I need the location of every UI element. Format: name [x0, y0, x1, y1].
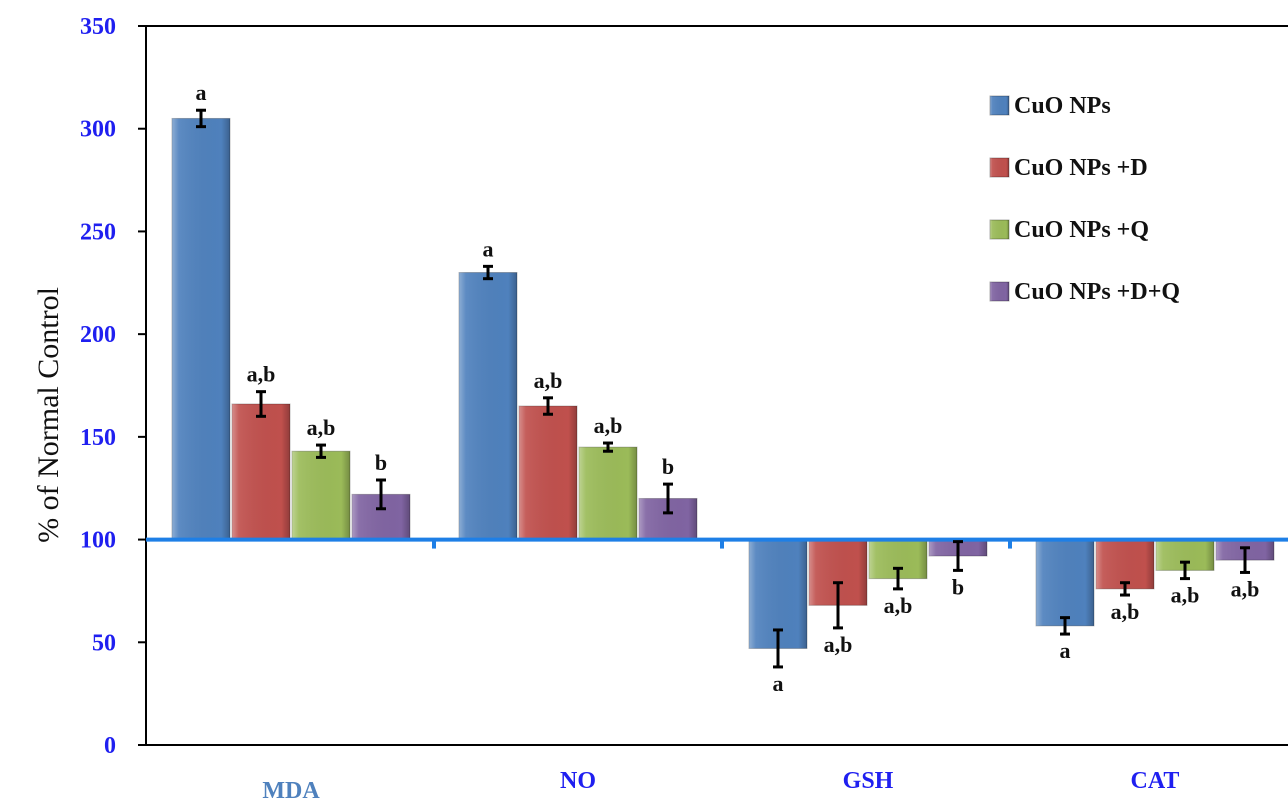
x-category-label: NO — [560, 768, 596, 794]
bar-shading — [459, 272, 517, 540]
y-tick-label: 250 — [80, 219, 116, 245]
legend-swatch-shading — [990, 282, 1009, 301]
y-tick-label: 150 — [80, 425, 116, 451]
data-label: a,b — [1231, 576, 1260, 601]
y-tick-label: 100 — [80, 528, 116, 554]
x-category-label: MDA — [262, 778, 320, 801]
legend-swatch-shading — [990, 158, 1009, 177]
y-tick-label: 50 — [92, 630, 116, 656]
data-label: a — [196, 80, 207, 105]
legend-label: CuO NPs — [1014, 93, 1111, 119]
data-label: a — [1060, 638, 1071, 663]
legend-swatch-shading — [990, 96, 1009, 115]
data-label: a,b — [1111, 599, 1140, 624]
legend-label: CuO NPs +D — [1014, 155, 1148, 181]
bar-shading — [172, 118, 230, 540]
bar-shading — [579, 447, 637, 540]
legend-swatch-shading — [990, 220, 1009, 239]
data-label: a — [773, 671, 784, 696]
data-label: a,b — [884, 593, 913, 618]
data-label: a,b — [534, 368, 563, 393]
legend-label: CuO NPs +D+Q — [1014, 279, 1180, 305]
data-label: a,b — [824, 632, 853, 657]
bar-shading — [292, 451, 350, 540]
bar-shading — [1096, 539, 1154, 589]
legend-label: CuO NPs +Q — [1014, 217, 1149, 243]
data-label: a,b — [594, 413, 623, 438]
data-label: a,b — [1171, 583, 1200, 608]
data-label: b — [375, 450, 387, 475]
y-tick-label: 300 — [80, 117, 116, 143]
data-label: a,b — [307, 415, 336, 440]
y-tick-label: 350 — [80, 14, 116, 40]
bar-shading — [1036, 539, 1094, 626]
data-label: a,b — [247, 362, 276, 387]
y-tick-label: 0 — [104, 733, 116, 759]
data-label: b — [952, 574, 964, 599]
bar-shading — [519, 406, 577, 540]
x-category-label: GSH — [843, 768, 894, 794]
y-axis-label: % of Normal Control — [32, 287, 65, 543]
x-category-label: CAT — [1131, 768, 1180, 794]
y-tick-label: 200 — [80, 322, 116, 348]
bar-shading — [232, 403, 290, 540]
data-label: b — [662, 454, 674, 479]
data-label: a — [483, 236, 494, 261]
